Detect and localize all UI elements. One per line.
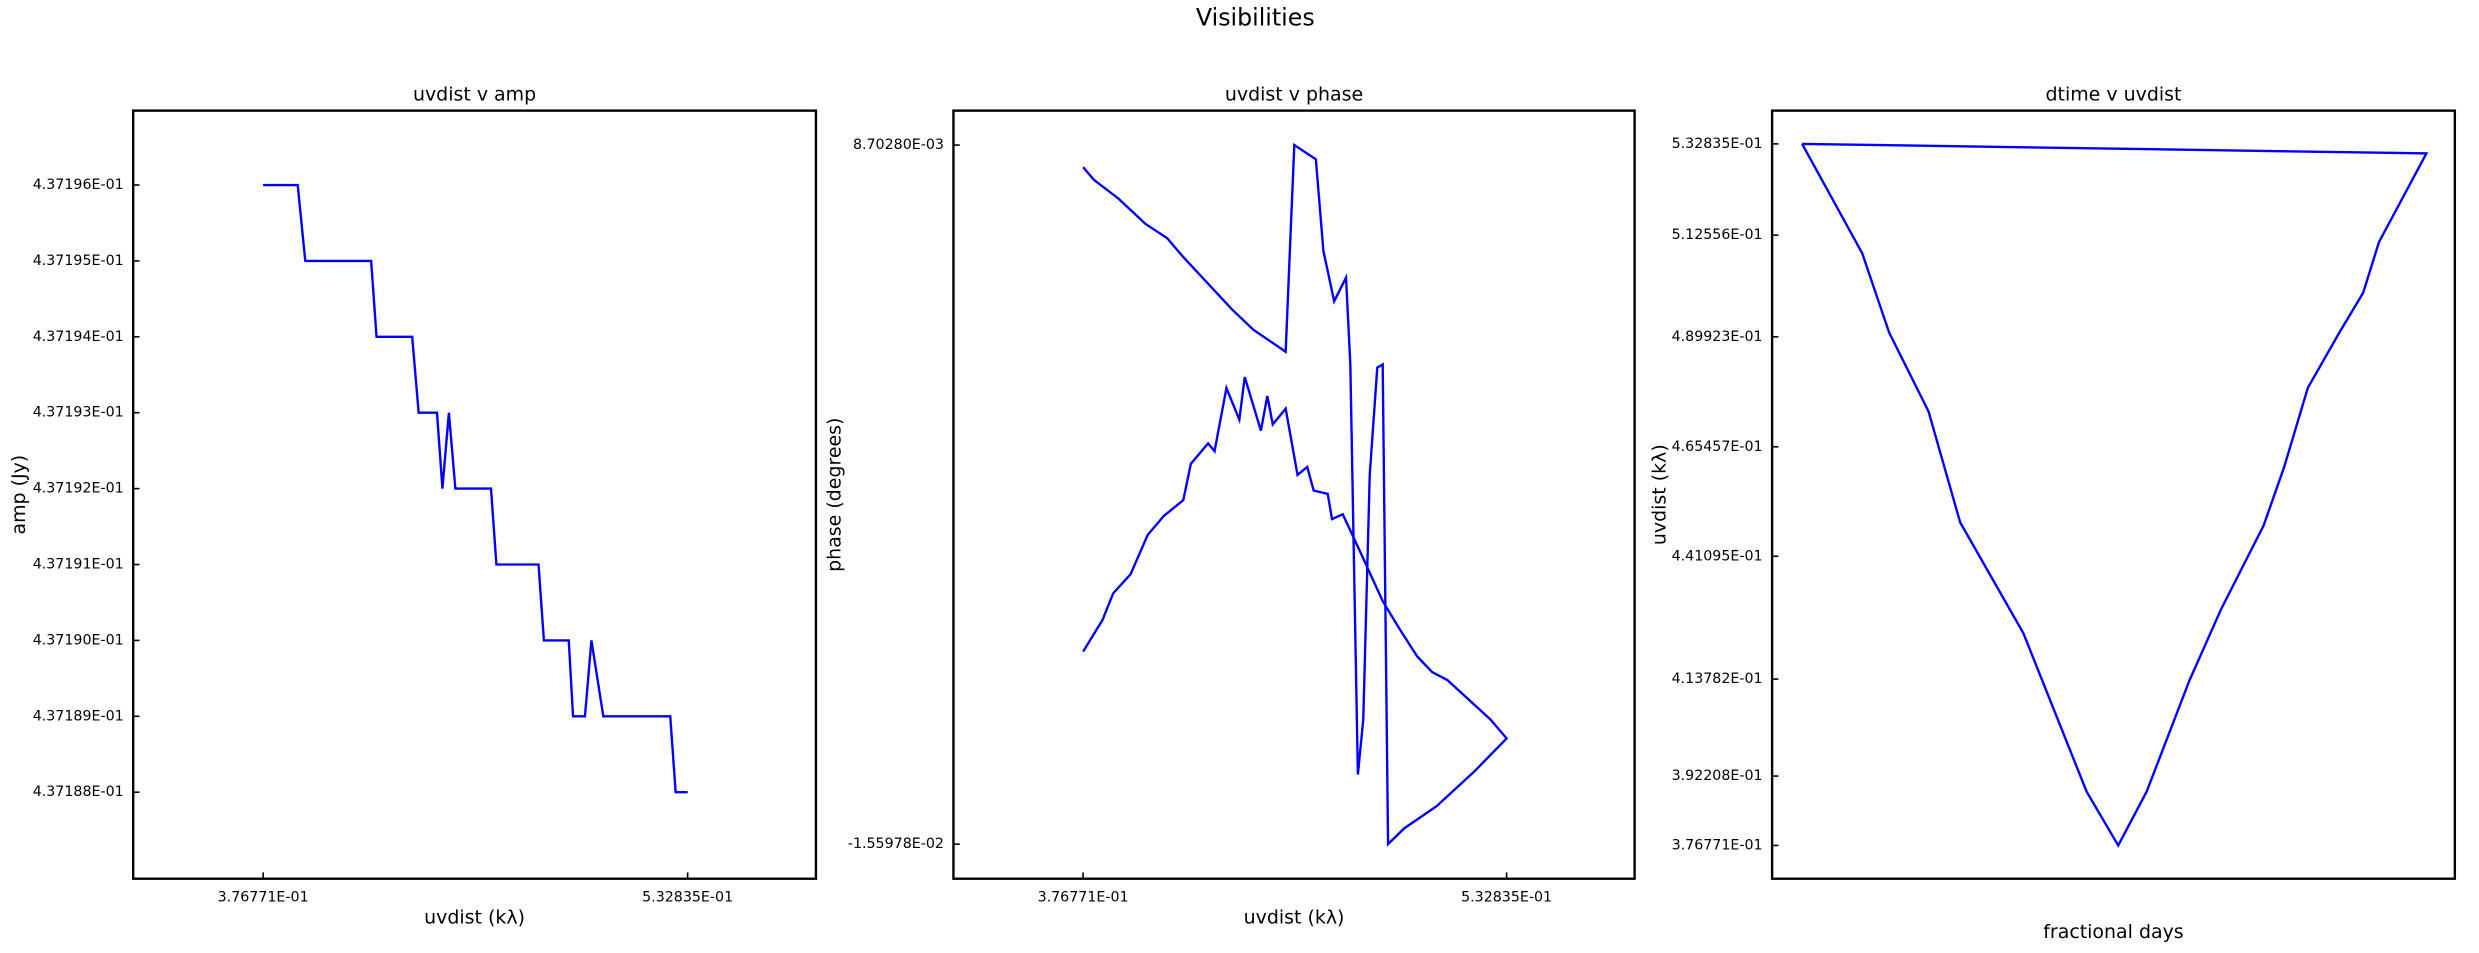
y-tick-label: 5.12556E-01: [1672, 227, 1763, 243]
x-tick-label: 3.76771E-01: [218, 890, 309, 906]
y-axis-label: uvdist (kλ): [1648, 444, 1670, 545]
y-tick-label: 4.37193E-01: [33, 405, 124, 421]
x-tick-label: 5.32835E-01: [642, 890, 733, 906]
y-tick-label: 5.32835E-01: [1672, 136, 1763, 152]
y-tick-label: -1.55978E-02: [848, 836, 944, 852]
y-tick-label: 4.13782E-01: [1672, 671, 1763, 687]
subplot-title: uvdist v amp: [413, 83, 536, 105]
y-axis-label: amp (Jy): [8, 455, 30, 535]
y-tick-label: 4.41095E-01: [1672, 548, 1763, 564]
y-tick-label: 4.37195E-01: [33, 253, 124, 269]
figure-title: Visibilities: [1196, 3, 1315, 31]
y-tick-label: 3.92208E-01: [1672, 768, 1763, 784]
x-tick-label: 3.76771E-01: [1038, 890, 1129, 906]
plot-frame: [132, 109, 818, 880]
y-tick-label: 4.65457E-01: [1672, 439, 1763, 455]
x-tick-label: 5.32835E-01: [1461, 890, 1552, 906]
y-tick-label: 4.37194E-01: [33, 329, 124, 345]
y-tick-label: 3.76771E-01: [1672, 837, 1763, 853]
y-tick-label: 4.37192E-01: [33, 481, 124, 497]
y-tick-label: 4.37196E-01: [33, 177, 124, 193]
subplot-title: uvdist v phase: [1225, 83, 1363, 105]
data-line: [1082, 142, 1509, 847]
y-tick-label: 4.37189E-01: [33, 708, 124, 724]
data-line: [1801, 142, 2429, 848]
x-axis-label: uvdist (kλ): [424, 907, 525, 929]
y-axis-label: phase (degrees): [823, 418, 845, 572]
subplot-title: dtime v uvdist: [2046, 83, 2182, 105]
plot-frame: [1770, 109, 2457, 880]
x-axis-label: uvdist (kλ): [1244, 907, 1345, 929]
y-tick-label: 4.37188E-01: [33, 784, 124, 800]
data-line: [263, 183, 688, 794]
y-tick-label: 8.70280E-03: [853, 137, 944, 153]
y-tick-label: 4.89923E-01: [1672, 329, 1763, 345]
plot-frame: [952, 109, 1636, 880]
y-tick-label: 4.37191E-01: [33, 557, 124, 573]
x-axis-label: fractional days: [2043, 921, 2183, 943]
y-tick-label: 4.37190E-01: [33, 632, 124, 648]
